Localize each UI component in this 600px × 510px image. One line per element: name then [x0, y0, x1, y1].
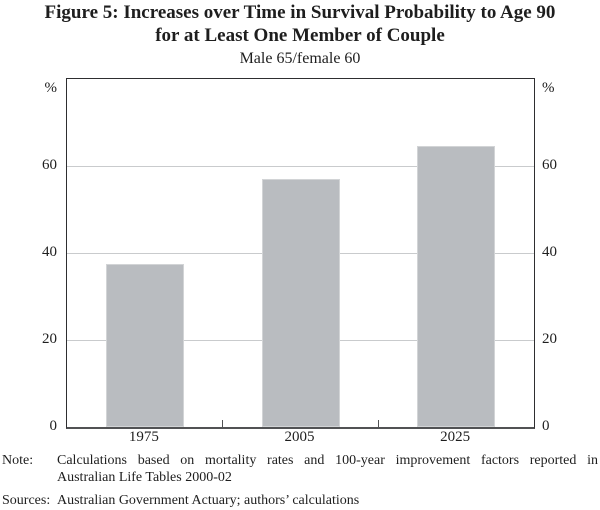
x-tick-label-1975: 1975: [128, 429, 159, 445]
notes-block: Note: Calculations based on mortality ra…: [2, 452, 598, 509]
y-axis-left-unit-label: %: [44, 80, 58, 96]
y-axis-right-tick-60: 60: [542, 157, 557, 173]
plot-area: [66, 78, 535, 429]
title-block: Figure 5: Increases over Time in Surviva…: [0, 1, 600, 69]
category-boundary-tick: [377, 420, 379, 427]
y-axis-left-tick-60: 60: [42, 157, 57, 173]
figure-title-line1: Figure 5: Increases over Time in Surviva…: [44, 2, 556, 23]
bar-1975: [105, 263, 184, 427]
note-text-line1: Calculations based on mortality rates an…: [57, 453, 598, 468]
bar-2005: [261, 179, 340, 427]
bar-2025: [417, 146, 496, 427]
gridline-60: [67, 165, 534, 167]
y-axis-left-tick-0: 0: [49, 418, 58, 434]
y-axis-right-unit-label: %: [542, 80, 555, 96]
y-axis-right-tick-40: 40: [542, 244, 557, 260]
y-axis-right-tick-20: 20: [542, 331, 557, 347]
figure-subtitle: Male 65/female 60: [239, 50, 361, 67]
sources-text: Australian Government Actuary; authors’ …: [57, 493, 360, 508]
note-row: Note: Calculations based on mortality ra…: [2, 452, 598, 486]
note-text: Calculations based on mortality rates an…: [57, 452, 598, 486]
sources-row: Sources: Australian Government Actuary; …: [2, 492, 598, 509]
sources-label: Sources:: [2, 493, 51, 508]
x-tick-label-2025: 2025: [440, 429, 471, 445]
x-tick-label-2005: 2005: [284, 429, 315, 445]
category-boundary-tick: [222, 420, 224, 427]
note-label: Note:: [2, 453, 34, 468]
y-axis-left-tick-20: 20: [42, 331, 57, 347]
figure-title-line2: for at Least One Member of Couple: [155, 25, 445, 46]
y-axis-left-tick-40: 40: [42, 244, 57, 260]
note-text-line2: Australian Life Tables 2000-02: [57, 470, 232, 485]
y-axis-right-tick-0: 0: [542, 418, 550, 434]
